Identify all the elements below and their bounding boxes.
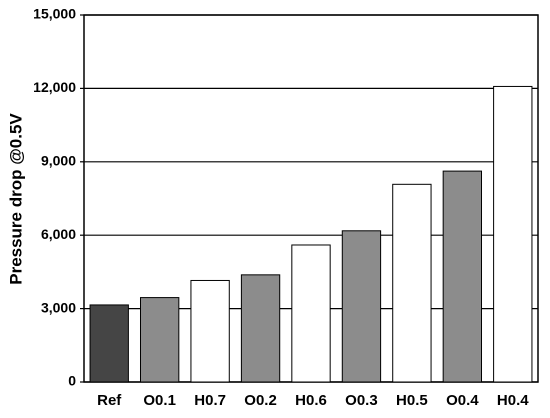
x-tick-label: O0.4 xyxy=(446,392,479,409)
y-tick-label: 0 xyxy=(68,373,76,389)
y-tick-label: 6,000 xyxy=(41,226,76,242)
y-tick-label: 15,000 xyxy=(33,6,76,22)
x-tick-label: H0.4 xyxy=(497,392,529,409)
bar xyxy=(139,297,180,383)
x-tick-label: H0.5 xyxy=(396,392,428,409)
bar xyxy=(442,170,483,383)
y-tick-label: 9,000 xyxy=(41,153,76,169)
bar xyxy=(89,304,129,383)
x-tick-label: O0.3 xyxy=(345,392,378,409)
y-tick-label: 12,000 xyxy=(33,79,76,95)
bar xyxy=(190,279,230,383)
bar xyxy=(291,244,331,383)
x-tick-label: O0.1 xyxy=(143,392,176,409)
bar xyxy=(493,85,533,383)
x-tick-label: H0.6 xyxy=(295,392,327,409)
x-tick-label: O0.2 xyxy=(244,392,277,409)
y-tick-label: 3,000 xyxy=(41,299,76,315)
bar xyxy=(240,274,281,383)
x-tick-label: Ref xyxy=(97,392,122,409)
y-axis-label: Pressure drop @0.5V xyxy=(6,113,25,285)
x-tick-label: H0.7 xyxy=(194,392,226,409)
bar xyxy=(392,183,432,383)
bar xyxy=(341,230,382,383)
